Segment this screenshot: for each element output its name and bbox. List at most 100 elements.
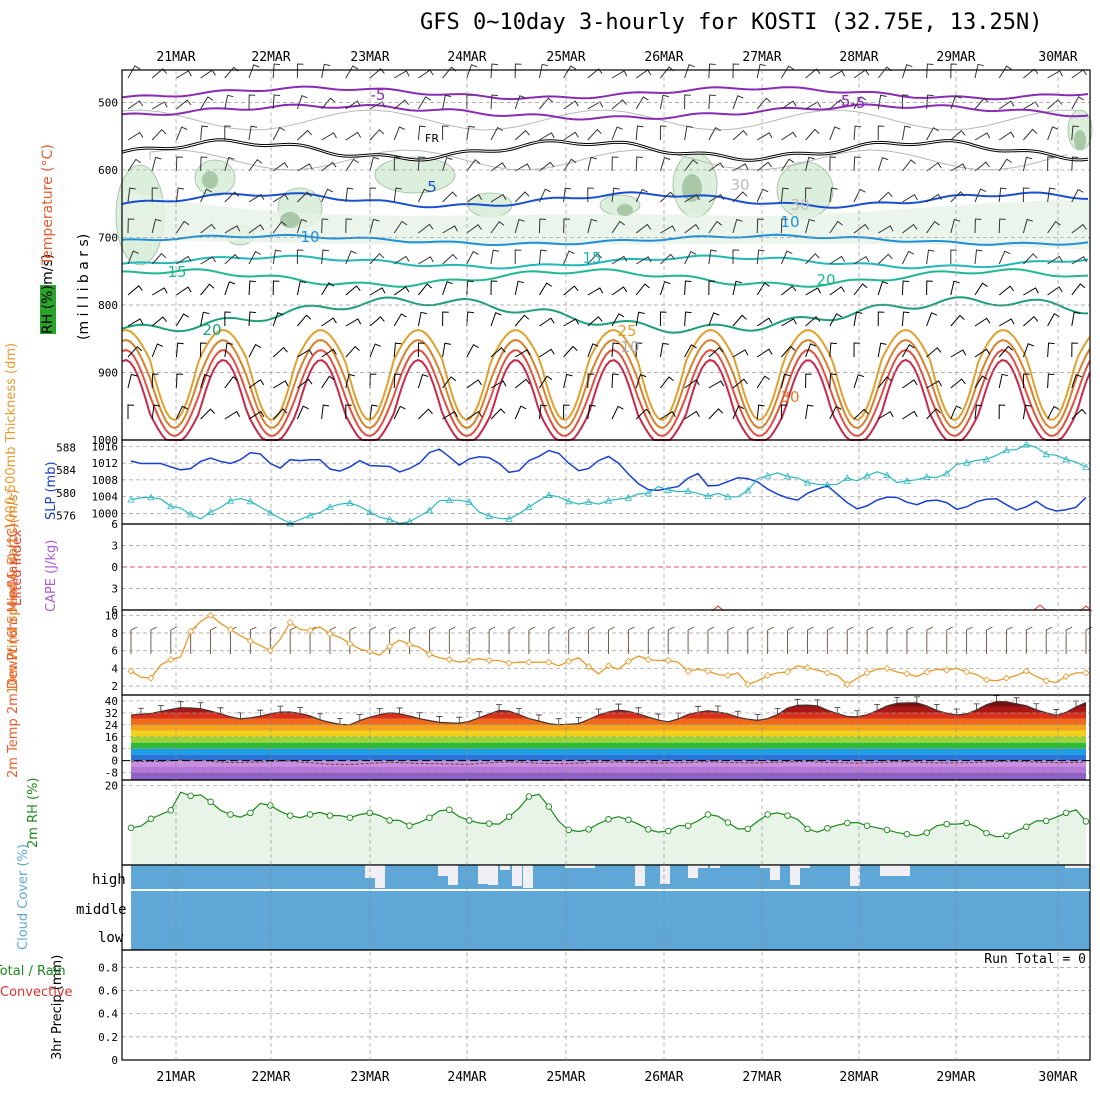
surface-wind-barb: [787, 626, 794, 654]
cloud-gap: [688, 865, 698, 878]
wind-barb: [345, 345, 360, 358]
temp-band: [131, 712, 1086, 719]
wind-barb: [563, 345, 578, 358]
wind-barb: [1022, 156, 1033, 172]
temp-minmax-bar: [993, 695, 1000, 702]
li-marker: [1079, 605, 1093, 612]
wind-barb: [998, 345, 1014, 358]
wind-barb: [490, 193, 507, 203]
surface-wind-barb: [568, 626, 575, 654]
wind-barb: [756, 132, 773, 141]
wind-barb: [563, 65, 577, 79]
wind-barb: [393, 126, 406, 141]
wind-barb: [1022, 404, 1032, 420]
wind-barb: [877, 225, 894, 234]
wind-barb: [127, 373, 138, 389]
wind-barb: [272, 63, 281, 79]
thickness-marker: [923, 473, 931, 480]
temp-minmax-bar: [376, 708, 383, 715]
cloud-gap: [660, 865, 670, 884]
wind-barb: [998, 218, 1006, 234]
wind-speed-marker: [147, 674, 155, 682]
wind-barb: [466, 125, 475, 141]
top-date-label: 26MAR: [644, 50, 683, 65]
wind-barb: [224, 94, 234, 110]
wind-barb: [877, 376, 892, 389]
thickness-tick-label: 584: [56, 464, 76, 477]
wind-barb: [538, 188, 551, 203]
low-level-contour: [121, 358, 1091, 441]
wind-barb: [466, 280, 474, 296]
temp-minmax-bar: [177, 701, 184, 708]
wind-barb: [248, 410, 265, 420]
wind-barb: [805, 128, 820, 141]
wind-barb: [514, 191, 530, 203]
wind-barb: [127, 65, 141, 79]
rh-marker: [525, 793, 533, 800]
thickness-marker: [783, 472, 792, 480]
wind-barb: [248, 64, 260, 79]
wind-tick-label: 4: [111, 662, 118, 675]
temp-contour-10: [121, 233, 1089, 247]
wind-barb: [466, 410, 483, 420]
surface-wind-barb: [627, 626, 635, 654]
cloud-gap: [800, 865, 810, 868]
surface-wind-barb: [846, 626, 854, 654]
pressure-tick-label: 900: [98, 366, 118, 379]
temp-minmax-bar: [874, 704, 881, 711]
temp-minmax-bar: [754, 713, 761, 721]
wind-barb: [345, 250, 357, 265]
wind-barb: [853, 69, 870, 79]
thickness-marker: [306, 511, 314, 519]
rh-marker: [1023, 823, 1030, 831]
wind-speed-marker: [127, 667, 135, 675]
wind-barb: [1047, 187, 1056, 203]
wind-barb: [1071, 156, 1079, 172]
wind-speed-marker: [585, 663, 593, 671]
wind-tick-label: 2: [111, 680, 118, 693]
wind-barb: [1071, 96, 1084, 110]
wind-barb: [587, 343, 599, 358]
temp-bands: [131, 701, 1086, 780]
wind-barb: [853, 125, 862, 141]
wind-speed-marker: [1082, 669, 1090, 677]
wind-barb: [829, 405, 842, 420]
wind-barb: [321, 161, 337, 172]
chart-title: GFS 0~10day 3-hourly for KOSTI (32.75E, …: [420, 10, 1043, 35]
thickness-marker: [167, 502, 175, 510]
wind-barb: [175, 373, 184, 389]
wind-barb: [926, 94, 934, 110]
wind-barb: [442, 225, 458, 234]
wind-barb: [176, 70, 192, 79]
wind-barb: [805, 218, 816, 234]
rh-marker: [585, 826, 592, 833]
wind-barb: [563, 158, 577, 172]
rh-marker: [167, 807, 175, 814]
wind-barb: [1047, 255, 1063, 265]
thickness-marker: [823, 481, 832, 488]
slp-tick-label: 1000: [92, 508, 119, 521]
thickness-marker: [584, 498, 593, 505]
wind-barb: [587, 373, 595, 389]
cloud-gap: [565, 865, 575, 868]
wind-barb: [708, 312, 720, 327]
rh-marker: [346, 814, 354, 821]
wind-barb: [877, 191, 893, 203]
wind-barb: [684, 379, 700, 389]
wind-barb: [200, 373, 211, 389]
wind-speed-marker: [386, 642, 394, 650]
rh-marker: [247, 809, 254, 817]
wind-barb: [514, 129, 530, 141]
wind-barb: [417, 96, 431, 110]
low-level-contour: [121, 348, 1091, 438]
wind-barb: [732, 95, 744, 110]
wind-barb: [781, 100, 797, 110]
wind-barb: [635, 283, 650, 296]
surface-wind-barb: [866, 626, 874, 654]
wind-barb: [321, 317, 337, 327]
wind-barb: [587, 253, 603, 265]
wind-barb: [611, 373, 619, 389]
rh-marker: [386, 817, 393, 824]
temp-minmax-bar: [913, 696, 920, 703]
wind-speed-marker: [704, 667, 712, 675]
